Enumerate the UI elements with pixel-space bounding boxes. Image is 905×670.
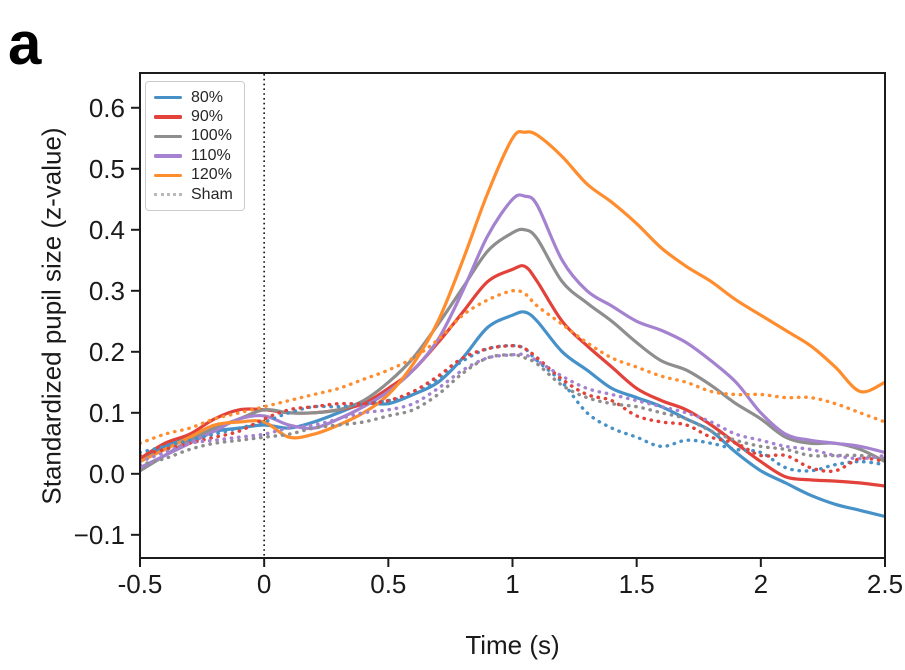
legend-item-100-: 100% xyxy=(154,127,233,146)
legend-item-90-: 90% xyxy=(154,107,233,126)
series-line-120- xyxy=(140,130,885,464)
legend-line-swatch xyxy=(154,173,182,177)
y-tick-label: 0.2 xyxy=(89,337,125,367)
x-tick-label: 2 xyxy=(754,569,768,599)
legend-item-120-: 120% xyxy=(154,166,233,185)
y-tick-label: 0.4 xyxy=(89,215,125,245)
legend-line-swatch xyxy=(154,95,182,100)
x-tick-label: 0 xyxy=(257,569,271,599)
series-line-110- xyxy=(140,193,885,470)
y-tick-label: −0.1 xyxy=(74,520,125,550)
panel-label: a xyxy=(8,10,42,77)
legend-label: 90% xyxy=(191,108,224,126)
x-tick-label: 1.5 xyxy=(619,569,655,599)
legend-label: 120% xyxy=(191,166,232,184)
legend-dotted-line-swatch xyxy=(154,193,182,197)
series-line-90- xyxy=(140,264,885,488)
series-line-sham-110- xyxy=(140,352,885,464)
legend-item-sham: Sham xyxy=(154,185,233,204)
y-tick-label: 0.1 xyxy=(89,398,125,428)
legend-line-swatch xyxy=(154,154,182,158)
legend-item-80-: 80% xyxy=(154,88,233,107)
series-line-sham-120- xyxy=(140,288,885,445)
series-line-sham-90- xyxy=(140,344,885,474)
x-tick-label: 2.5 xyxy=(867,569,903,599)
legend-line-swatch xyxy=(154,115,182,119)
legend-label: Sham xyxy=(191,185,233,203)
series-line-80- xyxy=(140,310,885,519)
legend-label: 100% xyxy=(191,127,232,145)
legend-line-swatch xyxy=(154,134,182,139)
legend-item-110-: 110% xyxy=(154,146,233,165)
x-tick-label: -0.5 xyxy=(118,569,163,599)
x-tick-label: 0.5 xyxy=(370,569,406,599)
y-tick-label: 0.0 xyxy=(89,459,125,489)
y-axis-title: Standardized pupil size (z-value) xyxy=(36,127,67,505)
y-tick-label: 0.5 xyxy=(89,154,125,184)
y-tick-label: 0.3 xyxy=(89,276,125,306)
legend-label: 80% xyxy=(191,88,224,106)
x-tick-label: 1 xyxy=(505,569,519,599)
legend-label: 110% xyxy=(191,146,231,164)
series-line-100- xyxy=(140,227,885,473)
x-axis-title: Time (s) xyxy=(465,630,560,660)
series-line-sham-100- xyxy=(140,353,885,467)
legend: 80% 90% 100% 110% 120% Sham xyxy=(145,81,245,212)
y-tick-label: 0.6 xyxy=(89,93,125,123)
